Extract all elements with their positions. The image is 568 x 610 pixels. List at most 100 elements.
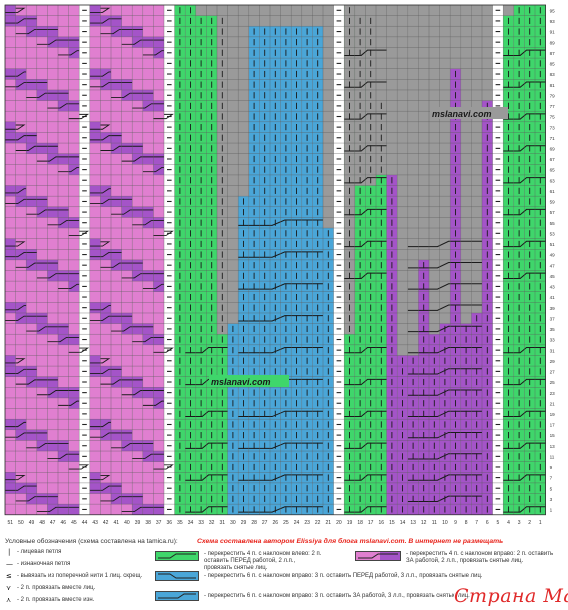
- cable-line: [89, 188, 111, 194]
- credit-suffix: В интернет не размещать: [406, 538, 504, 545]
- cable-line: [58, 167, 80, 173]
- purple-cable-cell: [36, 143, 48, 154]
- purple-cable-cell: [5, 68, 16, 80]
- column-number: 35: [177, 520, 183, 526]
- purple-cable-cell: [121, 376, 133, 388]
- cable-line: [15, 262, 58, 268]
- purple-cable-cell: [121, 196, 133, 207]
- purple-cable-cell: [132, 493, 143, 505]
- cable-line: [89, 18, 122, 24]
- cable-line: [503, 49, 546, 56]
- cable-line: [185, 506, 228, 513]
- cable-line: [5, 432, 48, 438]
- purple-cable-cell: [121, 493, 133, 505]
- cable-line: [15, 379, 58, 385]
- legend-k2tog: - 2 п. провязать вместе лиц.: [17, 585, 96, 591]
- cable-right-6-front-swatch: [155, 571, 199, 581]
- chart-cable-lines: [5, 7, 546, 513]
- cable-line: [503, 378, 546, 386]
- cable-line: [344, 272, 387, 279]
- knit-stitch-icon: |: [8, 548, 11, 556]
- purple-cable-cell: [111, 429, 122, 441]
- purple-cable-cell: [47, 26, 58, 37]
- cable-line: [58, 400, 80, 406]
- cable-line: [111, 92, 154, 98]
- column-number: 10: [442, 520, 448, 526]
- cable-line: [153, 113, 174, 120]
- row-number: 11: [550, 454, 555, 459]
- purple-cable-cell: [5, 121, 16, 133]
- row-number: 45: [550, 274, 556, 279]
- purple-cable-cell: [26, 196, 37, 207]
- purple-cable-cell: [5, 5, 16, 16]
- cable-line: [407, 431, 482, 439]
- purple-cable-cell: [5, 355, 16, 367]
- chart-border: [4, 4, 546, 516]
- purple-cable-cell: [36, 79, 48, 90]
- purple-cable-cell: [89, 5, 101, 16]
- purple-cable-cell: [89, 302, 101, 313]
- cable-line: [153, 464, 174, 470]
- column-number: 50: [18, 520, 24, 526]
- cable-line: [503, 113, 546, 120]
- purple-cable-cell: [132, 206, 143, 218]
- cable-line: [100, 145, 143, 151]
- row-number: 35: [550, 327, 556, 332]
- purple-cable-cell: [89, 185, 101, 197]
- cable-line: [89, 358, 111, 364]
- cable-line: [89, 421, 111, 428]
- row-number: 49: [550, 253, 556, 258]
- column-number: 8: [465, 520, 468, 526]
- legend-make-one: - вывязать из поперечной нити 1 лиц. скр…: [17, 573, 143, 579]
- strana-mam-logo: Страна Мам: [454, 585, 568, 607]
- purple-cable-cell: [111, 366, 122, 377]
- cable-line: [142, 167, 164, 173]
- row-number: 53: [550, 231, 556, 236]
- purple-cable-cell: [89, 15, 101, 27]
- purple-cable-cell: [111, 15, 122, 27]
- purple-cable-cell: [5, 185, 16, 197]
- cable-line: [142, 400, 164, 406]
- row-number: 51: [550, 242, 556, 247]
- row-number: 83: [550, 72, 556, 77]
- cable-line: [344, 378, 387, 386]
- cable-line: [132, 103, 164, 109]
- column-number: 7: [475, 520, 478, 526]
- row-number: 67: [550, 157, 556, 162]
- purple-cable-cell: [111, 132, 122, 144]
- purple-cable-cell: [132, 26, 143, 37]
- purple-cable-cell: [68, 153, 80, 165]
- purple-cable-cell: [132, 89, 143, 101]
- purple-cable-cell: [5, 472, 16, 483]
- legend-cable-left-4: - перекрестить 4 п. с наклоном влево: 2 …: [204, 551, 322, 571]
- gray-no-stitch-cell: [482, 5, 493, 101]
- cable-line: [89, 432, 133, 438]
- cable-line: [89, 485, 122, 491]
- cable-line: [238, 506, 323, 513]
- row-number: 85: [550, 62, 556, 67]
- purple-cable-cell: [132, 376, 143, 388]
- column-number: 5: [497, 520, 500, 526]
- credit-middle: для блога: [321, 538, 360, 545]
- column-number: 20: [336, 520, 342, 526]
- cable-line: [407, 495, 482, 502]
- row-number: 29: [550, 359, 556, 364]
- purple-cable-cell: [47, 259, 58, 271]
- column-number: 19: [347, 520, 353, 526]
- purple-cable-cell: [58, 36, 69, 48]
- purple-cable-cell: [111, 482, 122, 494]
- cable-line: [111, 443, 154, 449]
- row-number: 75: [550, 115, 556, 120]
- cable-line: [121, 273, 164, 279]
- row-number: 15: [550, 433, 556, 438]
- cable-line: [132, 336, 164, 343]
- purple-cable-cell: [142, 270, 154, 282]
- cable-line: [5, 421, 27, 428]
- cable-right-4-swatch: [355, 551, 401, 561]
- purple-cable-cell: [153, 153, 164, 165]
- purple-cable-cell: [153, 504, 164, 515]
- cable-line: [47, 220, 80, 226]
- purple-cable-cell: [36, 376, 48, 388]
- purple-cable-cell: [26, 132, 37, 144]
